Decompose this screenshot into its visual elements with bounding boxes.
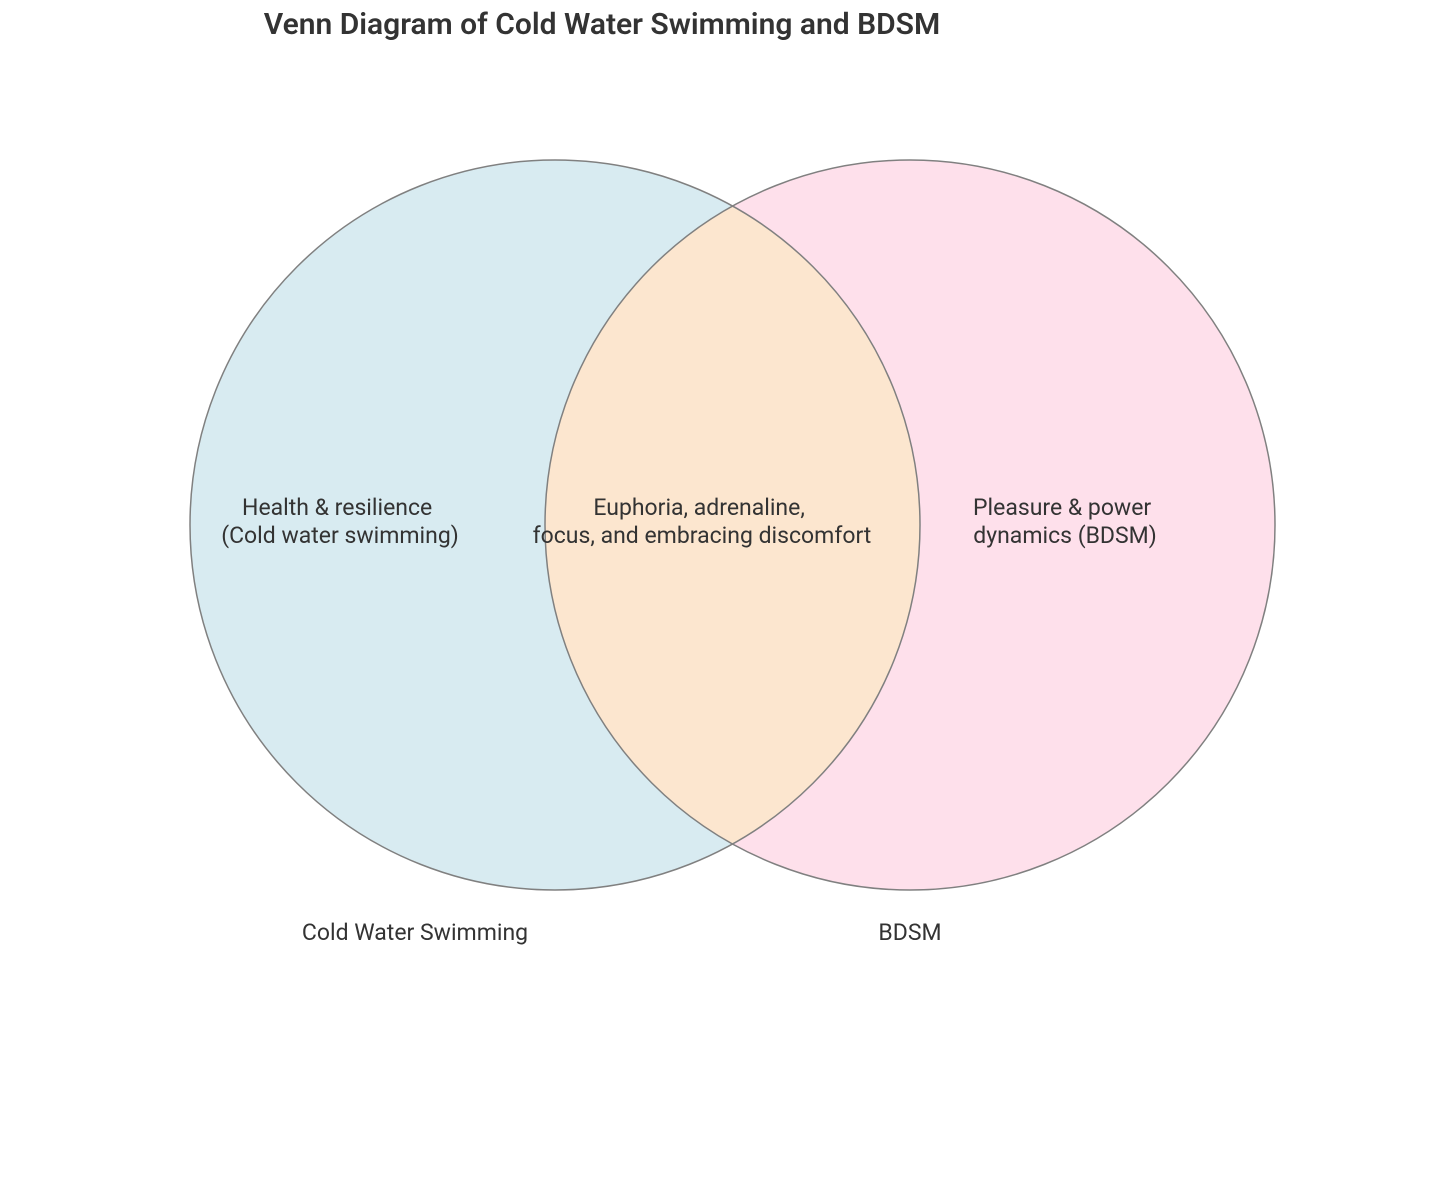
- diagram-title: Venn Diagram of Cold Water Swimming and …: [264, 7, 940, 42]
- left-set-label: Cold Water Swimming: [302, 919, 528, 946]
- right-set-label: BDSM: [878, 919, 941, 946]
- right-region-text: Pleasure & power dynamics (BDSM): [973, 494, 1157, 549]
- left-region-text: Health & resilience (Cold water swimming…: [221, 494, 459, 549]
- venn-diagram: Venn Diagram of Cold Water Swimming and …: [0, 0, 1444, 1180]
